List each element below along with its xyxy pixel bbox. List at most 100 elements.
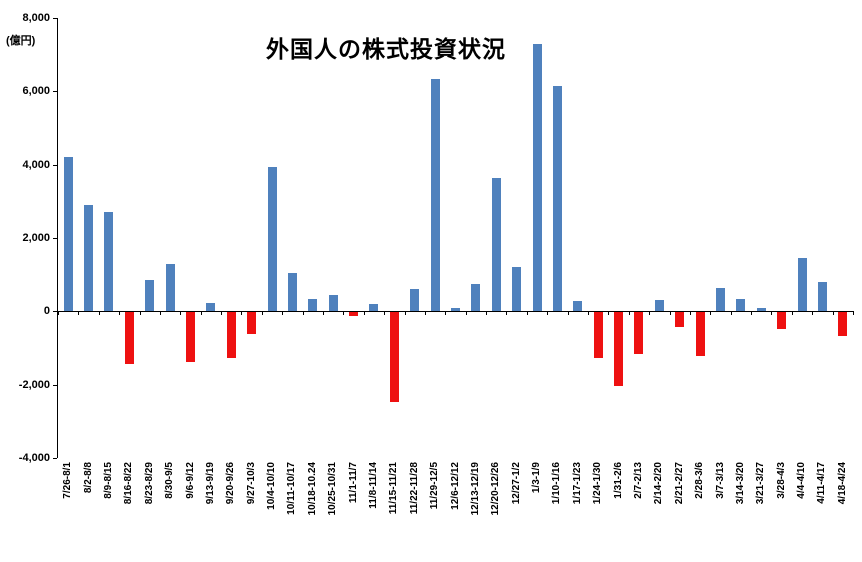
- y-axis-tick-label: 0: [43, 305, 50, 318]
- bar: [206, 302, 216, 312]
- bar: [817, 282, 827, 312]
- category-axis-tick-mark: [159, 311, 161, 316]
- x-axis-label: 10/4-10/10: [266, 462, 278, 510]
- x-axis-label: 12/27-1/2: [510, 462, 522, 505]
- x-axis-label: 4/11-4/17: [816, 462, 828, 504]
- category-axis-tick-mark: [628, 311, 630, 316]
- x-axis-label: 8/30-9/5: [164, 462, 176, 499]
- category-axis-tick-mark: [669, 311, 671, 316]
- category-axis-tick-mark: [98, 311, 100, 316]
- bar: [797, 258, 807, 312]
- category-axis-tick-mark: [506, 311, 508, 316]
- y-axis-tick-mark: [53, 384, 57, 386]
- y-axis-tick-mark: [53, 18, 57, 19]
- plot-area: [57, 18, 854, 458]
- category-axis-tick-mark: [180, 311, 182, 316]
- x-axis-zero-line: [58, 311, 853, 313]
- y-axis-tick-label: 4,000: [22, 158, 50, 171]
- bar: [491, 177, 501, 312]
- x-axis-label: 12/6-12/12: [449, 462, 461, 510]
- bar: [63, 157, 73, 312]
- bar: [145, 280, 155, 312]
- x-axis-label: 3/7-3/13: [714, 462, 726, 499]
- x-axis-label: 9/20-9/26: [225, 462, 237, 505]
- bar: [552, 85, 562, 312]
- category-axis-tick-mark: [588, 311, 589, 316]
- x-axis-label: 2/21-2/27: [673, 462, 685, 505]
- x-axis-label: 1/17-1/23: [571, 462, 583, 505]
- x-axis-label: 11/22-11/28: [408, 462, 420, 515]
- bar: [410, 289, 420, 312]
- category-axis-tick-mark: [547, 311, 549, 316]
- category-axis-tick-mark: [710, 311, 712, 316]
- y-axis-unit-label: (億円): [6, 35, 36, 47]
- x-axis-label: 8/16-8/22: [123, 462, 135, 505]
- category-axis-tick-mark: [323, 311, 324, 316]
- chart-title: 外国人の株式投資状況: [266, 36, 506, 62]
- x-axis-label: 8/9-8/15: [102, 462, 114, 499]
- x-axis-label: 12/20-12/26: [490, 462, 502, 516]
- y-axis-tick-mark: [53, 91, 57, 93]
- category-axis-tick-mark: [78, 311, 80, 316]
- category-axis-tick-mark: [424, 311, 426, 316]
- category-axis-tick-mark: [751, 311, 753, 316]
- category-axis-tick-mark: [812, 311, 814, 316]
- y-axis-tick-label: 2,000: [22, 232, 50, 244]
- category-axis-tick-mark: [119, 311, 121, 316]
- bar: [124, 312, 134, 364]
- x-axis-label: 1/24-1/30: [592, 462, 604, 505]
- bar: [756, 307, 766, 312]
- category-axis-tick-mark: [445, 311, 447, 316]
- bar: [736, 298, 746, 312]
- bar: [267, 166, 277, 312]
- y-axis-tick-label: 6,000: [22, 85, 50, 98]
- x-axis-label: 4/4-4/10: [796, 462, 808, 499]
- bar: [369, 304, 379, 312]
- x-axis-label: 1/31-2/6: [612, 462, 624, 499]
- bar: [84, 205, 94, 312]
- category-axis-tick-mark: [771, 311, 773, 316]
- x-axis-label: 9/13-9/19: [204, 462, 216, 505]
- bar: [654, 300, 664, 312]
- x-axis-label: 12/13-12/19: [469, 462, 481, 516]
- x-axis-label: 1/10-1/16: [551, 462, 563, 505]
- bar: [512, 267, 522, 312]
- bar: [593, 312, 603, 359]
- y-axis-tick-mark: [53, 458, 57, 459]
- category-axis-tick-mark: [608, 311, 610, 316]
- bar: [777, 312, 787, 329]
- bar: [634, 312, 644, 355]
- bar: [226, 312, 236, 359]
- category-axis-tick-mark: [343, 311, 345, 316]
- category-axis-tick-mark: [730, 311, 732, 316]
- bar: [695, 312, 705, 357]
- bar: [614, 312, 624, 386]
- bar: [328, 294, 338, 312]
- x-axis-label: 2/7-2/13: [632, 462, 644, 499]
- x-axis-label: 10/25-10/31: [327, 462, 339, 516]
- category-axis-tick-mark: [363, 311, 365, 316]
- category-axis-tick-mark: [791, 311, 793, 316]
- x-axis-label: 3/21-3/27: [755, 462, 767, 505]
- x-axis-label: 3/14-3/20: [734, 462, 746, 505]
- x-axis-label: 3/28-4/3: [775, 462, 787, 499]
- x-axis-label: 2/28-3/6: [694, 462, 706, 499]
- bar: [532, 43, 542, 312]
- x-axis-label: 11/8-11/14: [367, 462, 379, 509]
- bar: [349, 312, 359, 316]
- x-axis-label: 1/3-1/9: [531, 462, 543, 494]
- x-axis-label: 8/2-8/8: [82, 462, 94, 494]
- x-axis-label: 2/14-2/20: [653, 462, 665, 505]
- category-axis-tick-mark: [689, 311, 691, 316]
- bar: [716, 287, 725, 312]
- x-axis-label: 11/1-11/7: [347, 462, 359, 504]
- bar: [186, 312, 195, 362]
- category-axis-tick-mark: [200, 311, 202, 316]
- y-axis-tick-label: -4,000: [18, 452, 50, 464]
- bar: [471, 283, 481, 312]
- bar: [430, 78, 440, 312]
- category-axis-tick-mark: [384, 311, 386, 316]
- x-axis-label: 10/11-10/17: [286, 462, 298, 515]
- category-axis-tick-mark: [465, 311, 467, 316]
